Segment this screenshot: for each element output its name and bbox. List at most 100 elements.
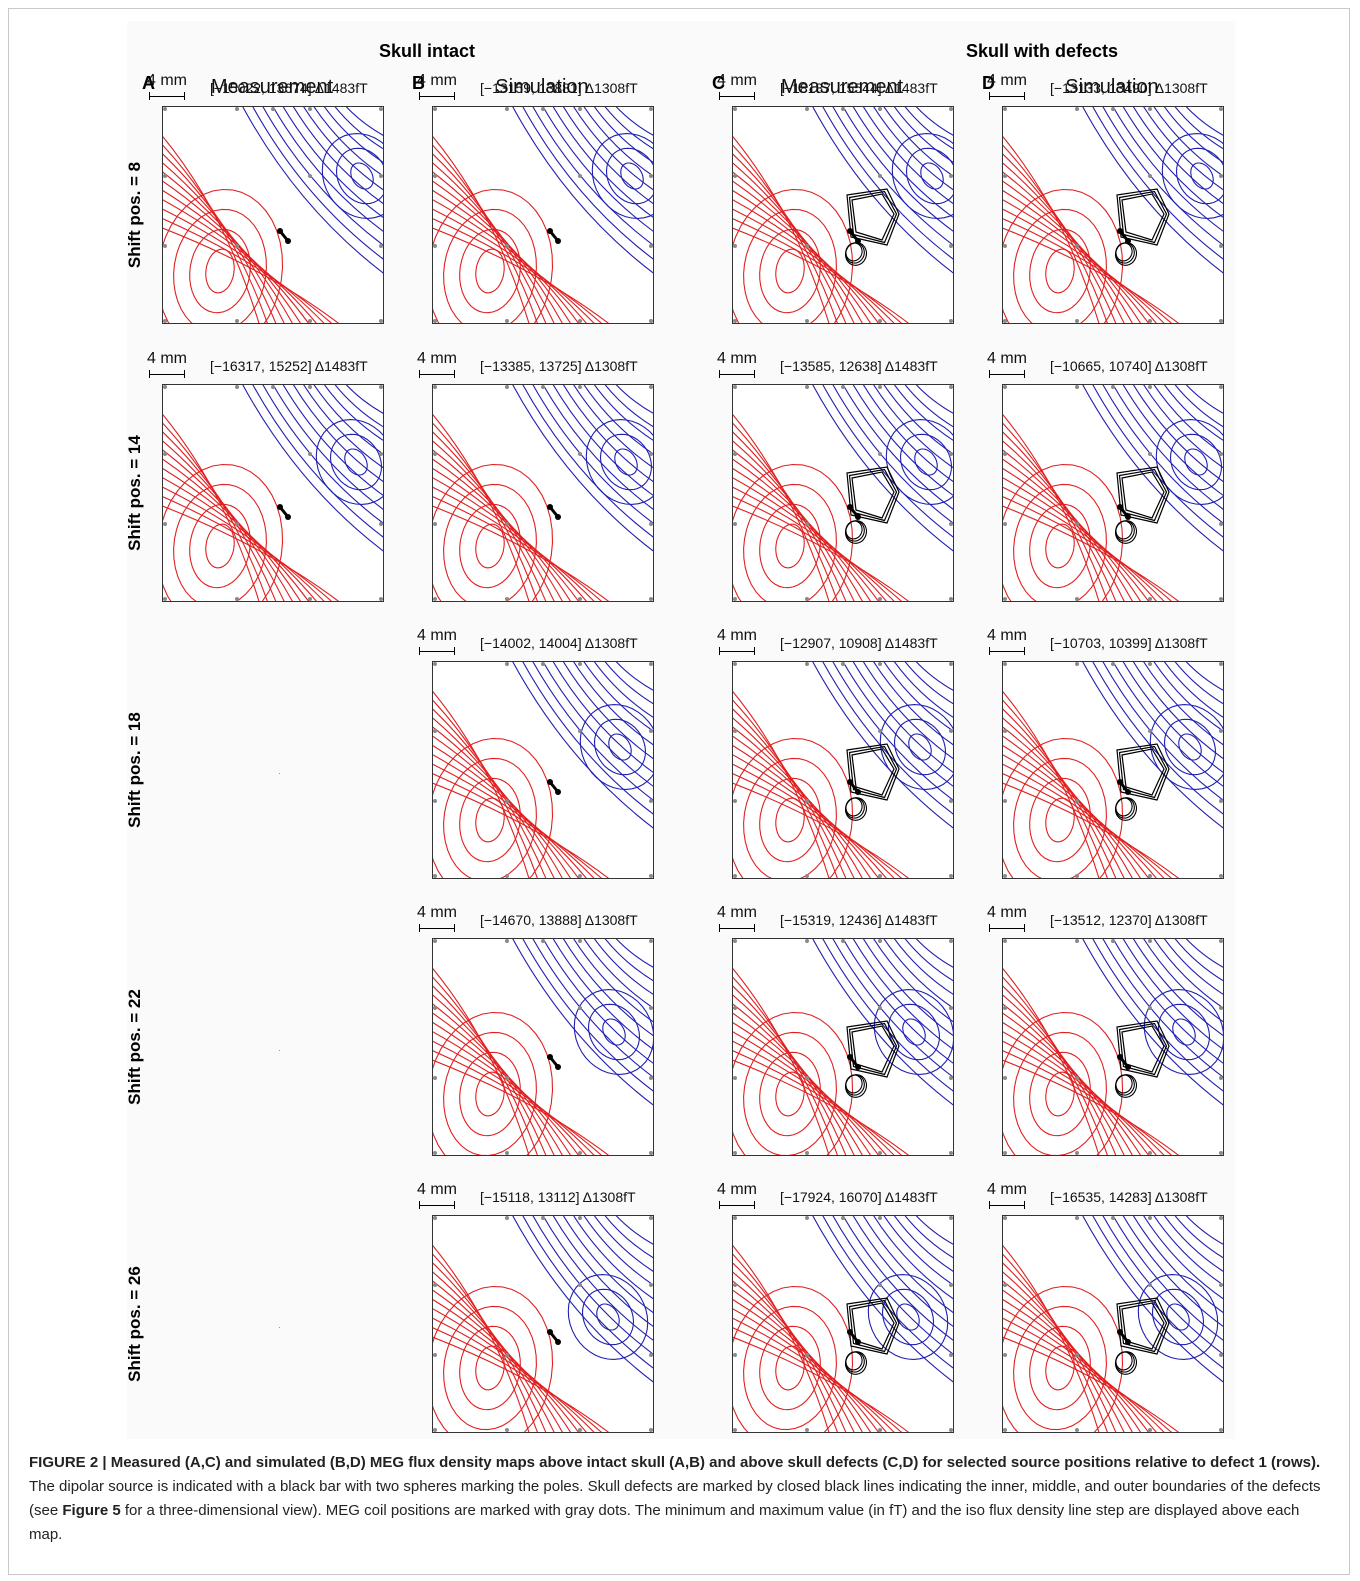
meg-coil-dot [308, 385, 312, 389]
meg-coil-dot [433, 385, 437, 389]
meg-coil-dot [505, 939, 509, 943]
scale-bar-label: 4 mm [987, 904, 1027, 921]
meg-coil-dot [1003, 1216, 1007, 1220]
iso-line-negative [852, 661, 954, 774]
iso-line-positive [432, 1059, 611, 1156]
map-range-label: [−13133, 13490] Δ1308fT [1050, 80, 1208, 96]
iso-line-positive [732, 208, 896, 324]
iso-line-negative [292, 106, 384, 205]
iso-line-positive [459, 228, 521, 314]
iso-line-positive [1002, 458, 1142, 602]
meg-coil-dot [649, 1283, 653, 1287]
iso-line-positive [732, 1317, 896, 1433]
iso-line-negative [1190, 162, 1214, 190]
iso-line-positive [1013, 483, 1107, 602]
map-range-label: [−14670, 13888] Δ1308fT [480, 912, 638, 928]
iso-line-negative [811, 106, 954, 275]
iso-line-negative [542, 938, 654, 1065]
iso-line-positive [205, 523, 235, 569]
iso-line-positive [162, 495, 334, 602]
meg-coil-dot [649, 1428, 653, 1432]
flux-density-map [432, 938, 654, 1156]
meg-coil-dot [1003, 662, 1007, 666]
meg-coil-dot [878, 874, 882, 878]
skull-defect-boundary [1118, 468, 1168, 522]
iso-line-negative [511, 384, 654, 553]
iso-line-negative [323, 106, 384, 164]
scale-bar-label: 4 mm [417, 350, 457, 367]
meg-coil-dot [1003, 874, 1007, 878]
meg-coil-dot [949, 1428, 953, 1432]
skull-defect-boundary [844, 1074, 868, 1098]
map-range-label: [−14002, 14004] Δ1308fT [480, 635, 638, 651]
iso-line-positive [432, 1289, 572, 1433]
meg-coil-dot [505, 319, 509, 323]
iso-line-positive [432, 1011, 554, 1156]
iso-line-positive [759, 1325, 821, 1411]
iso-line-negative [521, 938, 654, 1093]
scale-bar-line [989, 1201, 1025, 1209]
iso-line-positive [1002, 208, 1166, 324]
iso-line-negative [811, 1215, 954, 1384]
meg-coil-dot [541, 107, 545, 111]
iso-line-positive [432, 1317, 596, 1433]
iso-line-negative [873, 989, 954, 1075]
dipole-pole [547, 779, 553, 785]
iso-line-negative [261, 106, 384, 247]
iso-line-positive [1002, 1011, 1124, 1156]
skull-defect-boundary [1116, 1020, 1170, 1078]
iso-line-negative [881, 1288, 935, 1346]
meg-coil-dot [578, 597, 582, 601]
artifact-dot [279, 773, 280, 774]
iso-line-positive [1002, 1040, 1166, 1156]
caption-figure-ref: Figure 5 [62, 1502, 121, 1519]
iso-line-negative [531, 1215, 654, 1356]
iso-line-negative [511, 106, 654, 275]
meg-coil-dot [649, 385, 653, 389]
iso-line-negative [593, 1215, 654, 1273]
iso-line-negative [872, 106, 954, 191]
meg-coil-dot [505, 385, 509, 389]
iso-line-negative [272, 384, 384, 511]
iso-line-positive [432, 458, 572, 602]
skull-defect-boundary [1121, 748, 1165, 796]
iso-line-positive [1002, 725, 1134, 879]
iso-line-positive [743, 208, 837, 324]
iso-line-positive [432, 448, 564, 602]
group-heading: Skull intact [378, 41, 476, 61]
meg-coil-dot [949, 452, 953, 456]
skull-defect-boundary [846, 743, 900, 801]
iso-line-positive [732, 189, 880, 324]
scale-bar: 4 mm [417, 72, 457, 100]
iso-line-positive [432, 1030, 588, 1156]
iso-line-negative [1184, 938, 1224, 969]
meg-coil-dot [1003, 1076, 1007, 1080]
iso-line-positive [432, 1298, 580, 1433]
iso-line-negative [893, 384, 954, 442]
contour-plot [732, 938, 954, 1156]
iso-line-positive [1002, 772, 1174, 879]
iso-line-positive [732, 170, 864, 324]
iso-line-negative [1173, 1215, 1224, 1259]
meg-coil-dot [733, 385, 737, 389]
iso-line-positive [732, 744, 880, 879]
iso-line-positive [1002, 744, 1150, 879]
iso-line-negative [585, 419, 654, 505]
meg-coil-dot [1003, 1428, 1007, 1432]
iso-line-negative [531, 384, 654, 525]
meg-coil-dot [271, 385, 275, 389]
meg-coil-dot [1148, 452, 1152, 456]
contour-plot [732, 106, 954, 324]
iso-line-negative [1112, 661, 1224, 788]
iso-line-positive [432, 1279, 564, 1433]
skull-defect-boundary [1118, 1299, 1168, 1353]
iso-line-positive [432, 1307, 588, 1433]
iso-line-positive [1002, 467, 1150, 602]
meg-coil-dot [1148, 1428, 1152, 1432]
iso-line-positive [432, 463, 554, 602]
iso-line-negative [1132, 938, 1224, 1037]
meg-coil-dot [433, 729, 437, 733]
skull-defect-boundary [846, 466, 900, 524]
iso-line-positive [1013, 1031, 1107, 1156]
flux-density-map [732, 1215, 954, 1433]
